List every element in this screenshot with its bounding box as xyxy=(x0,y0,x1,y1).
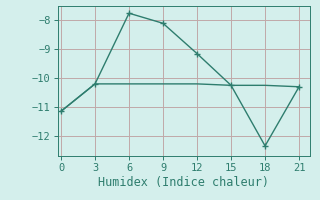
X-axis label: Humidex (Indice chaleur): Humidex (Indice chaleur) xyxy=(99,176,269,189)
